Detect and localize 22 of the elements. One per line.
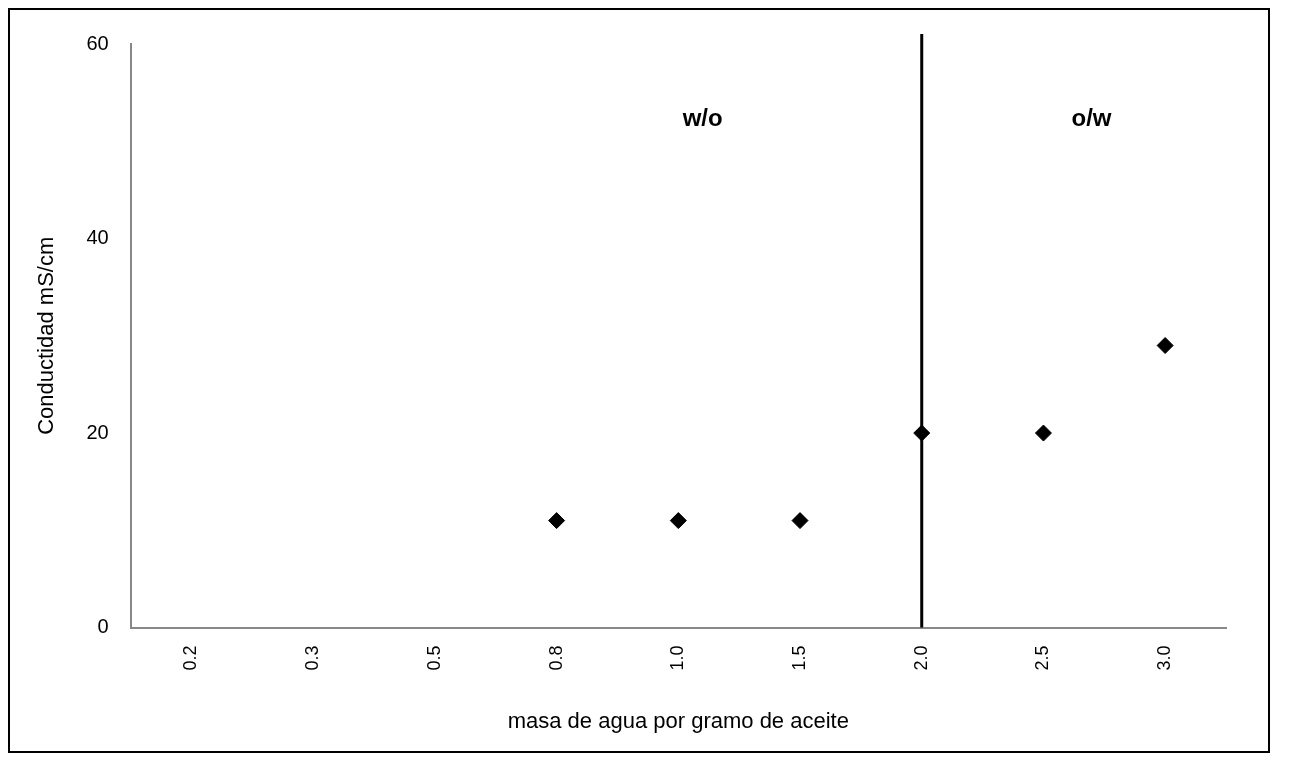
point xyxy=(669,512,687,530)
point xyxy=(1156,337,1174,355)
point xyxy=(791,512,809,530)
x-tick-label: 0.8 xyxy=(545,645,566,671)
y-tick-label: 0 xyxy=(97,615,109,638)
annotation: w/o xyxy=(681,103,723,131)
x-tick-label: 2.0 xyxy=(910,645,931,671)
y-axis-title: Conductidad mS/cm xyxy=(33,236,59,435)
x-tick-label: 0.5 xyxy=(423,645,444,671)
y-tick-label: 40 xyxy=(86,226,109,249)
x-tick-label: 2.5 xyxy=(1032,645,1053,671)
x-tick-label: 0.2 xyxy=(180,645,201,671)
x-axis-title: masa de agua por gramo de aceite xyxy=(507,707,849,733)
point xyxy=(548,512,566,530)
y-tick-label: 60 xyxy=(86,31,109,54)
x-tick-label: 0.3 xyxy=(302,645,323,671)
x-tick-label: 1.5 xyxy=(789,645,809,671)
point xyxy=(1034,424,1052,442)
x-tick-label: 1.0 xyxy=(667,645,688,671)
annotation: o/w xyxy=(1071,103,1112,131)
x-tick-label: 3.0 xyxy=(1154,645,1175,671)
y-tick-label: 20 xyxy=(86,420,109,443)
